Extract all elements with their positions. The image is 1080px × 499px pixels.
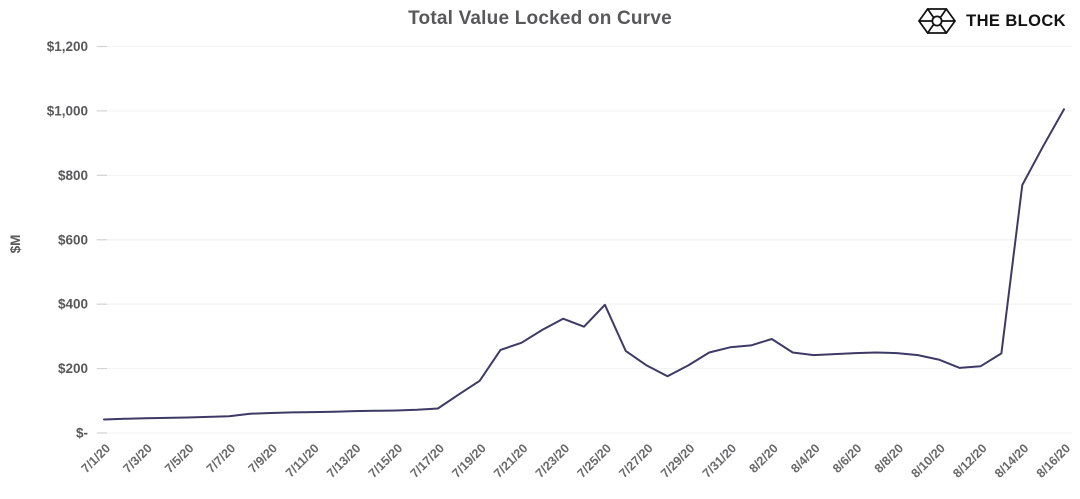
x-tick-label: 7/23/20 (533, 441, 572, 480)
the-block-cube-icon (918, 8, 957, 34)
x-tick-label: 7/17/20 (408, 441, 447, 480)
y-tick-label: $1,200 (47, 39, 88, 54)
y-tick-label: $600 (58, 232, 88, 247)
x-tick-label: 7/15/20 (366, 441, 405, 480)
x-tick-label: 8/12/20 (950, 441, 989, 480)
y-tick-label: $- (76, 426, 88, 441)
tvl-line (103, 108, 1065, 421)
y-tick-label: $1,000 (47, 103, 88, 118)
x-tick-label: 8/10/20 (909, 441, 948, 480)
x-tick-label: 8/4/20 (788, 441, 823, 476)
y-tick-label: $400 (58, 297, 88, 312)
x-tick-label: 7/13/20 (324, 441, 363, 480)
x-tick-label: 8/16/20 (1034, 441, 1073, 480)
x-tick-label: 7/11/20 (283, 441, 322, 480)
x-tick-label: 7/25/20 (575, 441, 614, 480)
x-tick-label: 7/27/20 (616, 441, 655, 480)
chart-title: Total Value Locked on Curve (408, 8, 672, 29)
x-tick-label: 8/14/20 (992, 441, 1031, 480)
y-tick-label: $800 (58, 168, 88, 183)
x-tick-label: 7/9/20 (246, 441, 281, 476)
x-tick-label: 7/1/20 (79, 441, 114, 476)
x-tick-label: 7/7/20 (204, 441, 239, 476)
y-axis-title: $M (8, 235, 23, 254)
x-tick-label: 7/3/20 (120, 441, 155, 476)
x-tick-label: 7/21/20 (491, 441, 530, 480)
brand-name: THE BLOCK (966, 11, 1066, 30)
x-tick-label: 8/8/20 (872, 441, 907, 476)
x-tick-label: 8/6/20 (830, 441, 865, 476)
x-tick-label: 7/19/20 (449, 441, 488, 480)
x-tick-label: 7/29/20 (658, 441, 697, 480)
x-tick-label: 7/5/20 (162, 441, 197, 476)
y-tick-label: $200 (58, 361, 88, 376)
x-tick-label: 8/2/20 (746, 441, 781, 476)
x-tick-label: 7/31/20 (700, 441, 739, 480)
brand-logo: THE BLOCK (917, 4, 1066, 38)
